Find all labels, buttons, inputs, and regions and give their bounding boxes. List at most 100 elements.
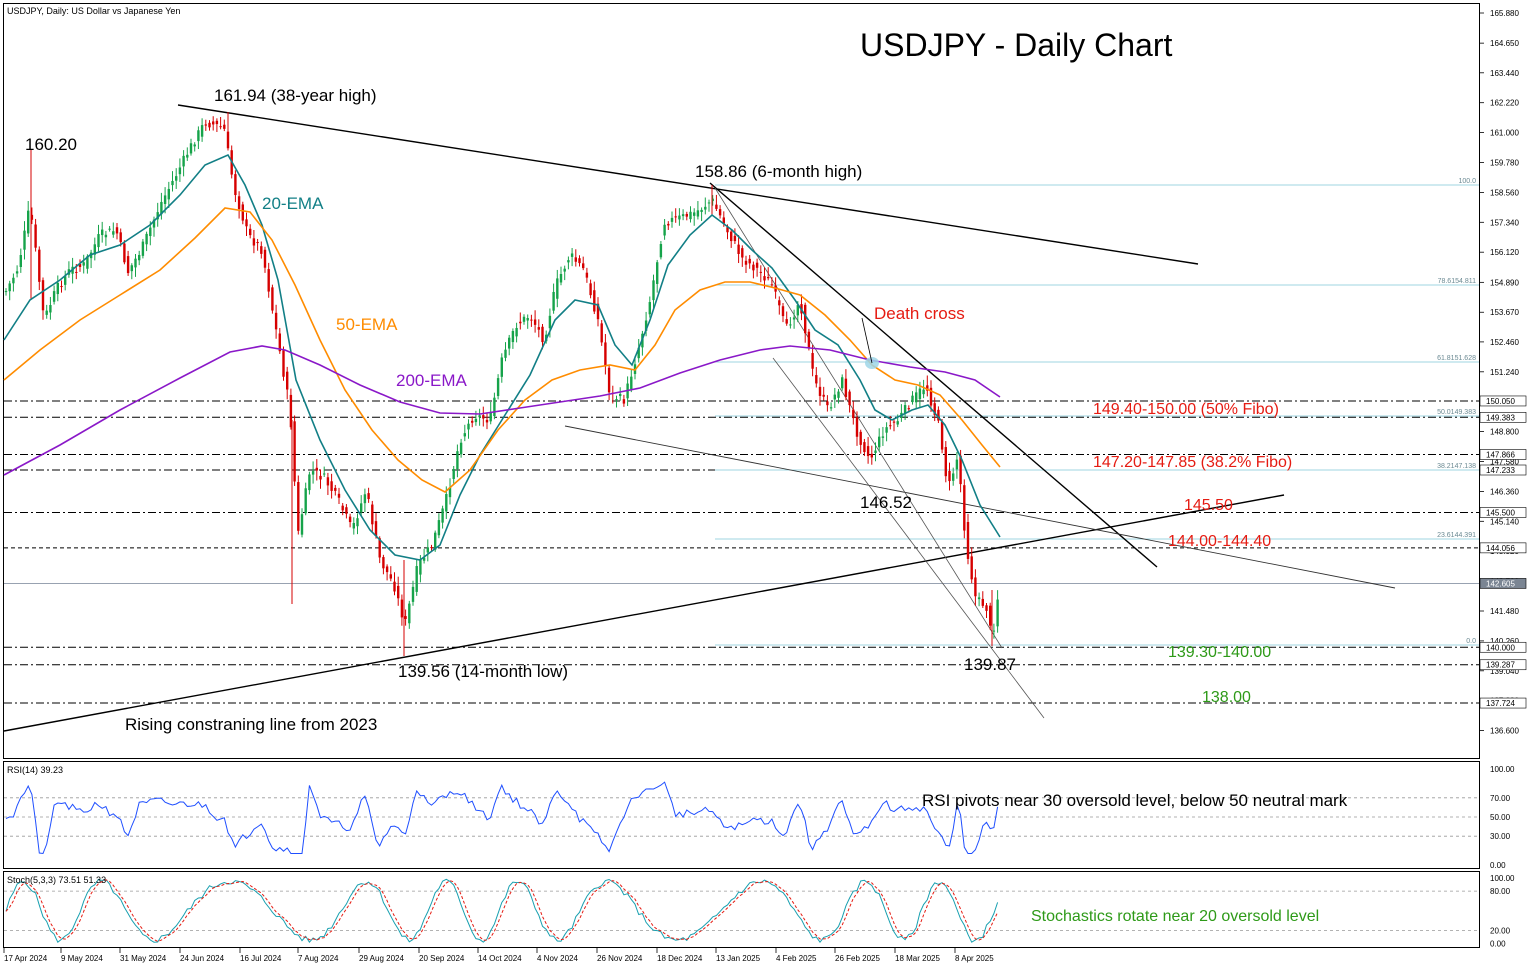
candle-body <box>759 271 762 273</box>
candle-body <box>119 232 122 243</box>
candle-body <box>559 273 563 283</box>
candle-body <box>101 229 104 236</box>
candle-body <box>304 488 307 514</box>
candle-body <box>963 485 966 531</box>
candle-body <box>86 256 89 269</box>
price-level-label: 149.383 <box>1486 413 1515 422</box>
annotation-144-zone: 144.00-144.40 <box>1168 533 1271 550</box>
stochastic-indicator: 100.00 80.00 20.00 0.00 <box>4 874 1515 949</box>
candle-body <box>519 321 522 324</box>
annotation-160-20: 160.20 <box>25 135 77 154</box>
candle-body <box>41 280 45 311</box>
candle-body <box>940 421 944 450</box>
candle-body <box>130 265 133 272</box>
candle-body <box>781 306 785 317</box>
trendline <box>714 187 1003 649</box>
date-tick-label: 7 Aug 2024 <box>298 954 339 963</box>
candle-body <box>826 401 829 406</box>
candle-body <box>360 503 363 513</box>
candle-body <box>49 305 52 313</box>
candle-body <box>648 302 651 315</box>
candle-body <box>977 597 981 600</box>
fibo-label: 61.8151.628 <box>1437 355 1476 362</box>
stoch-pane[interactable] <box>3 871 1480 948</box>
candle-body <box>204 124 207 126</box>
price-tick-label: 154.890 <box>1490 278 1519 287</box>
candlesticks <box>4 112 999 656</box>
main-pane[interactable] <box>3 3 1480 759</box>
candle-body <box>459 442 463 455</box>
rsi-pane[interactable] <box>3 761 1480 869</box>
annotation-fibo-50: 149.40-150.00 (50% Fibo) <box>1093 401 1279 418</box>
candle-body <box>996 599 999 627</box>
date-axis[interactable]: 17 Apr 2024 9 May 2024 31 May 2024 24 Jun 2… <box>3 948 994 963</box>
candle-body <box>200 125 204 137</box>
candle-body <box>537 327 540 330</box>
candle-body <box>145 233 148 245</box>
candle-body <box>163 195 167 204</box>
candle-body <box>622 399 626 404</box>
price-level-box <box>1479 542 1527 554</box>
price-level-box <box>1479 697 1527 709</box>
candle-body <box>186 154 189 158</box>
candle-body <box>467 423 470 430</box>
ema-200-line <box>3 345 1001 476</box>
price-tick-label: 145.140 <box>1490 517 1519 526</box>
candle-body <box>496 378 500 397</box>
annotation-fibo-382: 147.20-147.85 (38.2% Fibo) <box>1093 454 1292 471</box>
price-tick-label: 161.000 <box>1490 129 1519 138</box>
candle-body <box>944 447 947 477</box>
candle-body <box>171 180 174 186</box>
candle-body <box>970 556 973 580</box>
candle-body <box>64 276 67 285</box>
candle-body <box>822 394 825 397</box>
candle-body <box>959 455 962 485</box>
candle-body <box>289 394 293 428</box>
candle-body <box>844 378 848 398</box>
candle-body <box>574 257 577 262</box>
price-level-box <box>1479 659 1527 671</box>
candle-body <box>837 391 840 398</box>
candle-body <box>652 280 655 301</box>
candle-body <box>126 256 130 274</box>
price-axis[interactable]: 165.880 164.650 163.440 162.220 161.000 159.7… <box>1479 9 1519 736</box>
date-tick-label: 9 May 2024 <box>61 954 103 963</box>
price-tick-label: 163.440 <box>1490 69 1519 78</box>
candle-body <box>311 471 315 475</box>
candle-body <box>38 249 41 282</box>
candle-body <box>515 327 518 337</box>
price-tick-label: 164.650 <box>1490 39 1519 48</box>
price-level-box <box>1479 464 1527 476</box>
candle-body <box>526 318 529 321</box>
candle-body <box>485 419 489 423</box>
candle-body <box>52 291 56 302</box>
candle-body <box>704 206 707 210</box>
candle-body <box>785 319 788 324</box>
fibo-label: 78.6154.811 <box>1438 278 1477 285</box>
candle-body <box>892 421 896 423</box>
candle-body <box>245 219 248 227</box>
price-level-label: 147.233 <box>1486 466 1515 475</box>
candle-body <box>382 557 385 569</box>
trendlines <box>3 104 1396 732</box>
candle-body <box>589 283 592 296</box>
trendline <box>3 494 1285 732</box>
candle-body <box>93 244 96 255</box>
candle-body <box>792 317 796 320</box>
candle-body <box>348 516 352 523</box>
candle-body <box>400 599 404 618</box>
candle-body <box>437 520 441 536</box>
date-tick-label: 8 Apr 2025 <box>955 954 994 963</box>
candle-body <box>411 586 415 602</box>
candle-body <box>378 538 381 558</box>
candle-body <box>134 258 137 268</box>
candle-body <box>212 121 215 125</box>
candle-body <box>966 522 970 559</box>
candle-body <box>78 263 82 267</box>
candle-body <box>585 272 589 278</box>
candle-body <box>97 234 100 248</box>
candle-body <box>471 420 474 423</box>
candle-body <box>112 231 115 235</box>
candle-body <box>615 399 618 401</box>
